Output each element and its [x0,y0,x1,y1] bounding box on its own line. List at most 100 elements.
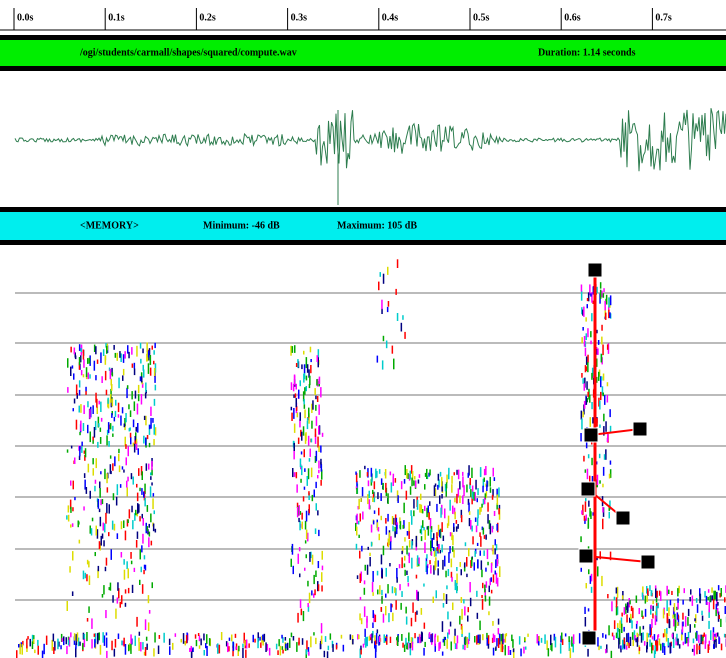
spectrogram-streak [379,585,381,594]
spectrogram-streak [671,591,673,595]
spectrogram-streak [94,361,96,371]
spectrogram-streak [293,450,295,460]
spectrogram-streak [639,608,641,614]
spectrogram-streak [416,575,418,579]
spectrogram-streak [492,495,494,500]
spectrogram-streak [318,426,320,435]
spectrogram-streak [105,513,107,524]
spectrogram-streak [432,538,434,548]
spectrogram-streak [443,639,445,643]
spectrogram-streak [537,634,539,643]
spectrogram-streak [448,468,450,474]
spectrogram-streak [299,547,301,551]
spectrogram-streak [126,481,128,488]
spectrogram-streak [602,345,604,356]
spectrogram-streak [484,478,486,482]
spectrogram-streak [458,488,460,496]
spectrogram-streak [585,498,587,501]
spectrogram-streak [586,515,588,521]
spectrogram-streak [303,351,305,355]
spectrogram-streak [298,554,300,564]
spectrogram-streak [477,559,479,568]
spectrogram-streak [297,613,299,623]
spectrogram-streak [310,636,312,647]
spectrogram-streak [414,633,416,638]
spectrogram-streak [424,506,426,511]
spectrogram-streak [70,367,72,376]
spectrogram-streak [459,496,461,504]
spectrogram-streak [106,346,108,354]
spectrogram-streak [690,624,692,632]
spectrogram-streak [107,487,109,492]
spectrogram-streak [301,432,303,441]
spectrogram-streak [315,528,317,534]
spectrogram-streak [677,622,679,626]
spectrogram-streak [719,615,721,619]
spectrogram-streak [306,511,308,522]
spectrogram-streak [375,645,377,652]
spectrogram-streak [71,446,73,449]
spectrogram-streak [70,524,72,527]
spectrogram-streak [301,466,303,476]
spectrogram-streak [628,633,630,644]
spectrogram-streak [579,633,581,643]
spectrogram-streak [317,396,319,402]
spectrogram-streak [582,412,584,418]
spectrogram-streak [581,568,583,572]
spectrogram-streak [85,448,87,457]
spectrogram-streak [316,416,318,426]
spectrogram-streak [440,472,442,477]
spectrogram-streak [660,591,662,601]
spectrogram-streak [604,395,606,405]
spectrogram-streak [235,634,237,638]
spectrogram-streak [667,617,669,624]
spectrogram-streak [53,647,55,654]
spectrogram-streak [67,601,69,611]
spectrogram-streak [474,562,476,570]
spectrogram-streak [67,358,69,368]
spectrogram-streak [417,637,419,643]
spectrogram-streak [315,405,317,411]
spectrogram-streak [296,398,298,407]
spectrogram-streak [448,569,450,576]
spectrogram-streak [447,612,449,620]
spectrogram-streak [699,594,701,604]
spectrogram-streak [142,584,144,594]
spectrogram-streak [708,589,710,593]
spectrogram-streak [605,421,607,432]
spectrogram-streak [495,539,497,545]
spectrogram-streak [452,603,454,611]
formant-marker [588,263,602,277]
spectrogram-streak [139,488,141,492]
spectrogram-streak [163,633,165,643]
spectrogram-streak [433,597,435,603]
spectrogram-streak [301,513,303,520]
spectrogram-streak [603,467,605,476]
spectrogram-streak [440,508,442,518]
spectrogram-streak [477,613,479,619]
spectrogram-streak [293,636,295,641]
spectrogram-streak [474,551,476,557]
spectrogram-streak [439,495,441,504]
spectrogram-streak [587,362,589,372]
spectrogram-streak [110,369,112,379]
spectrogram-streak [392,346,394,354]
spectrogram-streak [548,648,550,656]
spectrogram-streak [303,399,305,404]
spectrogram-streak [580,433,582,441]
spectrogram-streak [679,644,681,648]
spectrogram-streak [79,390,81,396]
spectrogram-streak [148,595,150,603]
spectrogram-streak [621,618,623,625]
spectrogram-streak [72,507,74,511]
spectrogram-streak [468,548,470,556]
spectrogram-streak [112,399,114,407]
spectrogram-streak [131,506,133,513]
spectrogram-streak [88,464,90,473]
spectrogram-streak [106,651,108,658]
spectrogram-streak [456,470,458,475]
spectrogram-streak [138,468,140,476]
tick-label: 0.0s [17,12,34,23]
spectrogram-streak [352,639,354,644]
spectrogram-streak [453,527,455,532]
